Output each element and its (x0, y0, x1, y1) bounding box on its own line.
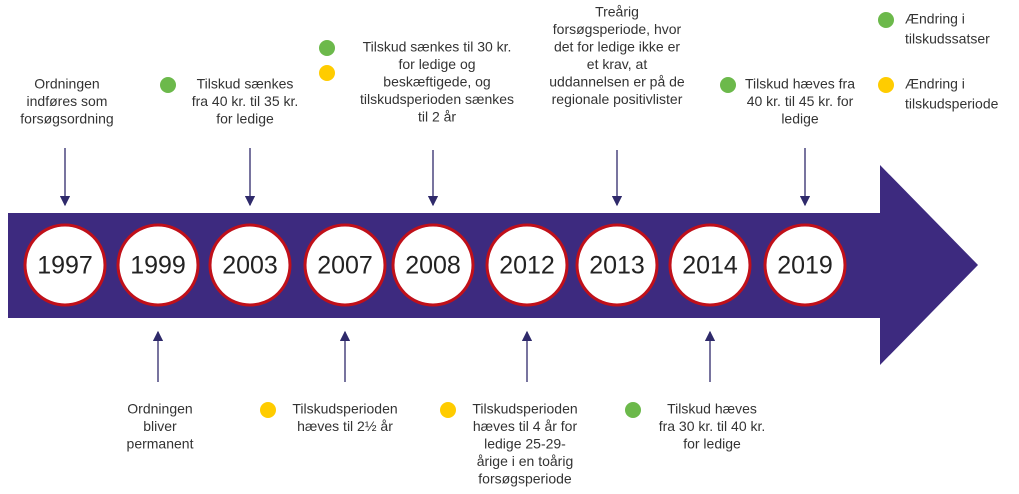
event-text: ledige 25-29- (484, 436, 566, 452)
event-text: 40 kr. til 45 kr. for (747, 93, 854, 109)
year-label: 2014 (682, 252, 738, 280)
event-text: Tilskud sænkes (197, 76, 294, 92)
event-text: beskæftigede, og (383, 74, 490, 90)
year-label: 2003 (222, 252, 278, 280)
event-text: til 2 år (418, 109, 456, 125)
year-label: 1999 (130, 252, 186, 280)
legend-dot (878, 77, 894, 93)
event-text: et krav, at (587, 56, 648, 72)
event-text: Tilskud hæves fra (745, 76, 855, 92)
event-text: Tilskudsperioden (472, 401, 577, 417)
change-dot (160, 77, 176, 93)
event-text: tilskudsperioden sænkes (360, 91, 514, 107)
year-circle (668, 223, 752, 307)
event-text: forsøgsperiode (478, 471, 572, 487)
year-label: 2012 (499, 252, 555, 280)
year-label: 2013 (589, 252, 645, 280)
change-dot (260, 402, 276, 418)
change-dot (625, 402, 641, 418)
event-text: for ledige (216, 111, 274, 127)
legend-text: tilskudsperiode (905, 96, 999, 112)
year-circle (391, 223, 475, 307)
legend-text: Ændring i (905, 11, 965, 27)
year-circle (23, 223, 107, 307)
event-text: Ordningen (127, 401, 192, 417)
year-label: 2019 (777, 252, 833, 280)
change-dot (440, 402, 456, 418)
event-text: regionale positivlister (552, 91, 683, 107)
event-text: permanent (127, 436, 194, 452)
legend-dot (878, 12, 894, 28)
event-text: for ledige og (398, 56, 475, 72)
change-dot (720, 77, 736, 93)
year-circle (208, 223, 292, 307)
event-text: årige i en toårig (477, 453, 574, 469)
event-text: uddannelsen er på de (549, 74, 685, 90)
year-circle (303, 223, 387, 307)
year-circle (575, 223, 659, 307)
event-text: forsøgsordning (20, 111, 113, 127)
year-label: 1997 (37, 252, 93, 280)
change-dot (319, 65, 335, 81)
event-text: ledige (781, 111, 819, 127)
year-circle (763, 223, 847, 307)
year-circle (485, 223, 569, 307)
event-text: Tilskud sænkes til 30 kr. (363, 39, 512, 55)
event-text: bliver (143, 418, 177, 434)
change-dot (319, 40, 335, 56)
event-text: Ordningen (34, 76, 99, 92)
year-label: 2008 (405, 252, 461, 280)
event-text: fra 30 kr. til 40 kr. (659, 418, 766, 434)
event-text: fra 40 kr. til 35 kr. (192, 93, 299, 109)
event-text: hæves til 4 år for (473, 418, 578, 434)
legend-text: tilskudssatser (905, 31, 990, 47)
event-text: hæves til 2½ år (297, 418, 393, 434)
event-text: for ledige (683, 436, 741, 452)
event-text: Tilskud hæves (667, 401, 757, 417)
event-text: det for ledige ikke er (554, 39, 680, 55)
legend-text: Ændring i (905, 76, 965, 92)
year-label: 2007 (317, 252, 373, 280)
event-text: indføres som (27, 93, 108, 109)
event-text: Tilskudsperioden (292, 401, 397, 417)
event-text: Treårig (595, 4, 639, 20)
year-circle (116, 223, 200, 307)
event-text: forsøgsperiode, hvor (553, 21, 682, 37)
